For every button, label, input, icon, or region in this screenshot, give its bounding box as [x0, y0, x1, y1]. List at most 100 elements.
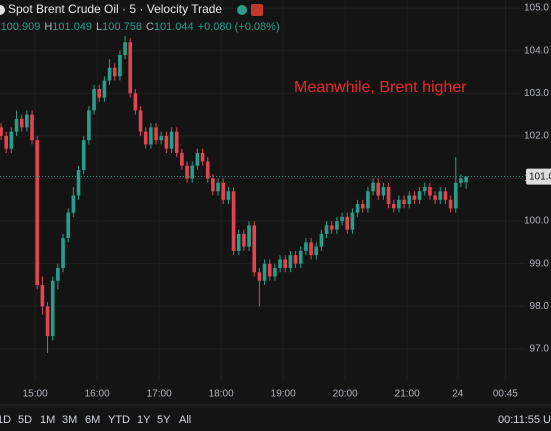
y-tick-label: 97.0 — [530, 344, 550, 355]
legend-value: 100.758 — [102, 21, 142, 33]
chart-title: Spot Brent Crude Oil · 5 · Velocity Trad… — [8, 2, 222, 16]
candle-body — [81, 140, 86, 170]
candle-body — [391, 204, 396, 209]
candle-body — [324, 225, 329, 234]
candle-body — [360, 204, 365, 209]
candle-body — [107, 67, 112, 81]
candle-body — [273, 267, 277, 277]
candle-body — [231, 191, 236, 251]
candle-body — [226, 191, 231, 200]
symbol-icon — [0, 5, 5, 15]
candle-body — [371, 182, 375, 192]
candle-body — [0, 127, 3, 136]
candle-body — [443, 191, 448, 200]
y-tick-label: 104.0 — [524, 45, 549, 56]
range-button[interactable]: 1D — [0, 414, 11, 426]
legend-letter: O — [0, 21, 1, 33]
legend-value: 101.044 — [154, 21, 194, 33]
x-tick-label: 17:00 — [147, 389, 172, 400]
candle-body — [45, 306, 50, 337]
candle-body — [118, 54, 122, 77]
plot — [0, 35, 468, 354]
candle-body — [247, 225, 251, 247]
candle-body — [386, 187, 391, 205]
range-button[interactable]: 6M — [85, 414, 100, 426]
status-icon — [237, 5, 247, 15]
candle-body — [376, 182, 381, 196]
candle-body — [329, 225, 334, 230]
candle-body — [66, 212, 71, 239]
candle-body — [133, 93, 138, 111]
candle-body — [30, 114, 34, 141]
feed-icon — [251, 4, 263, 16]
candle-body — [185, 165, 189, 179]
candle-body — [92, 89, 96, 111]
range-button[interactable]: YTD — [108, 414, 130, 426]
legend-change: +0.080 (+0.08%) — [198, 21, 280, 33]
candle-body — [169, 131, 174, 149]
candle-body — [14, 118, 19, 132]
legend-letter: C — [146, 21, 154, 33]
candle-body — [433, 195, 437, 200]
candle-body — [9, 131, 14, 149]
candle-body — [236, 233, 241, 251]
candle-body — [138, 110, 143, 132]
candle-body — [242, 233, 246, 247]
range-button[interactable]: 5Y — [157, 414, 171, 426]
range-button[interactable]: 1Y — [137, 414, 151, 426]
candle-body — [76, 169, 81, 196]
x-tick-label: 19:00 — [271, 389, 296, 400]
y-tick-label: 102.0 — [524, 131, 549, 142]
candle-body — [412, 195, 417, 200]
candle-body — [97, 89, 102, 98]
candle-body — [25, 114, 29, 128]
candle-body — [381, 187, 386, 196]
candle-body — [417, 191, 422, 200]
range-button[interactable]: 3M — [62, 414, 77, 426]
candle-body — [402, 199, 406, 205]
candle-body — [159, 135, 164, 141]
candle-body — [221, 182, 226, 200]
candle-body — [19, 118, 24, 128]
candle-body — [319, 233, 324, 247]
candle-body — [267, 263, 272, 277]
candle-body — [71, 195, 76, 213]
last-price-label: 101.044 — [529, 171, 551, 182]
x-tick-label: 16:00 — [85, 389, 110, 400]
candle-body — [112, 67, 117, 77]
candle-body — [252, 225, 257, 273]
candle-body — [128, 42, 133, 94]
candle-body — [164, 135, 169, 149]
range-button[interactable]: 5D — [18, 414, 32, 426]
candle-body — [283, 259, 288, 268]
candle-body — [200, 152, 205, 162]
candle-body — [257, 272, 262, 281]
last-price-box — [526, 168, 551, 185]
range-button[interactable]: 1M — [40, 414, 55, 426]
candle-body — [4, 135, 9, 149]
candle-body — [340, 216, 344, 222]
candle-body — [355, 204, 360, 213]
candle-body — [453, 182, 458, 209]
candle-body — [298, 250, 303, 264]
x-tick-label: 00:45 — [493, 389, 518, 400]
candle-body — [459, 178, 463, 183]
legend-value: 100.909 — [1, 21, 41, 33]
legend-letter: L — [96, 21, 102, 33]
candle-body — [422, 187, 427, 192]
candle-body — [61, 238, 65, 268]
candle-body — [35, 140, 40, 285]
y-tick-label: 103.0 — [524, 88, 549, 99]
clock: 00:11:55 UT — [498, 414, 551, 426]
candle-body — [123, 42, 127, 55]
x-tick-label: 20:00 — [333, 389, 358, 400]
candle-body — [464, 176, 468, 183]
candle-body — [190, 165, 195, 179]
legend-value: 101.049 — [52, 21, 92, 33]
candle-body — [174, 131, 179, 153]
x-tick-label: 24 — [452, 389, 464, 400]
range-button[interactable]: All — [179, 414, 191, 426]
y-tick-label: 105.0 — [524, 3, 549, 14]
